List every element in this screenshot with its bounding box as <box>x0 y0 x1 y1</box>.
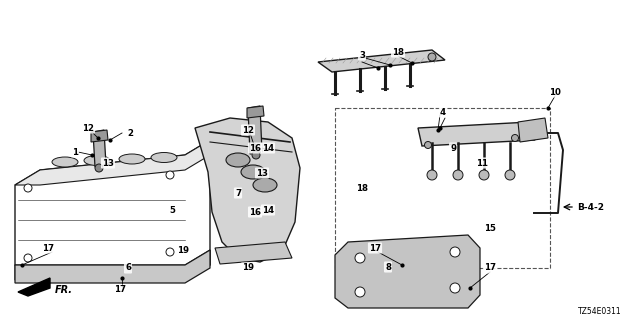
Polygon shape <box>195 118 300 262</box>
Text: 5: 5 <box>169 205 175 214</box>
Text: 9: 9 <box>450 143 456 153</box>
Text: 17: 17 <box>114 285 126 294</box>
Circle shape <box>95 164 103 172</box>
Text: 15: 15 <box>484 223 496 233</box>
Text: 12: 12 <box>82 124 94 132</box>
Polygon shape <box>335 235 480 308</box>
Polygon shape <box>91 130 108 142</box>
Ellipse shape <box>119 154 145 164</box>
Circle shape <box>450 247 460 257</box>
Text: 10: 10 <box>549 87 561 97</box>
Ellipse shape <box>241 165 265 179</box>
Text: 19: 19 <box>177 245 189 254</box>
Circle shape <box>355 253 365 263</box>
Text: 1: 1 <box>72 148 78 156</box>
Text: 14: 14 <box>262 205 274 214</box>
Text: 3: 3 <box>359 51 365 60</box>
Text: 13: 13 <box>102 158 114 167</box>
Circle shape <box>355 287 365 297</box>
Ellipse shape <box>151 153 177 163</box>
Text: 4: 4 <box>440 108 446 116</box>
Polygon shape <box>18 278 50 296</box>
Text: 16: 16 <box>249 207 261 217</box>
Text: TZ54E0311: TZ54E0311 <box>578 308 622 316</box>
Circle shape <box>24 254 32 262</box>
Text: 14: 14 <box>262 143 274 153</box>
Text: 18: 18 <box>356 183 368 193</box>
Circle shape <box>166 171 174 179</box>
Polygon shape <box>215 242 292 264</box>
Ellipse shape <box>84 156 110 165</box>
Text: 2: 2 <box>127 129 133 138</box>
Text: 8: 8 <box>385 262 391 271</box>
Text: FR.: FR. <box>55 285 73 295</box>
Ellipse shape <box>226 153 250 167</box>
Polygon shape <box>15 250 210 283</box>
Circle shape <box>453 170 463 180</box>
Text: 13: 13 <box>256 169 268 178</box>
Polygon shape <box>15 140 210 185</box>
Ellipse shape <box>253 178 277 192</box>
Circle shape <box>427 170 437 180</box>
Text: 19: 19 <box>242 263 254 273</box>
Polygon shape <box>518 118 548 142</box>
Text: 6: 6 <box>125 263 131 273</box>
Text: 18: 18 <box>392 47 404 57</box>
Polygon shape <box>418 122 535 146</box>
Polygon shape <box>247 106 264 118</box>
Circle shape <box>424 141 431 148</box>
Bar <box>335 108 550 268</box>
Polygon shape <box>318 50 445 72</box>
Circle shape <box>505 170 515 180</box>
Polygon shape <box>93 130 106 167</box>
Text: 16: 16 <box>249 143 261 153</box>
Text: 12: 12 <box>242 125 254 134</box>
Circle shape <box>166 248 174 256</box>
Circle shape <box>428 53 436 61</box>
Text: 11: 11 <box>476 158 488 167</box>
Text: 7: 7 <box>235 188 241 197</box>
Circle shape <box>450 283 460 293</box>
Circle shape <box>252 151 260 159</box>
Circle shape <box>479 170 489 180</box>
Text: 17: 17 <box>484 263 496 273</box>
Polygon shape <box>248 106 262 154</box>
Circle shape <box>24 184 32 192</box>
Text: 17: 17 <box>42 244 54 252</box>
Circle shape <box>511 134 518 141</box>
Polygon shape <box>15 250 210 280</box>
Text: B-4-2: B-4-2 <box>577 203 604 212</box>
Ellipse shape <box>52 157 78 167</box>
Text: 17: 17 <box>369 244 381 252</box>
